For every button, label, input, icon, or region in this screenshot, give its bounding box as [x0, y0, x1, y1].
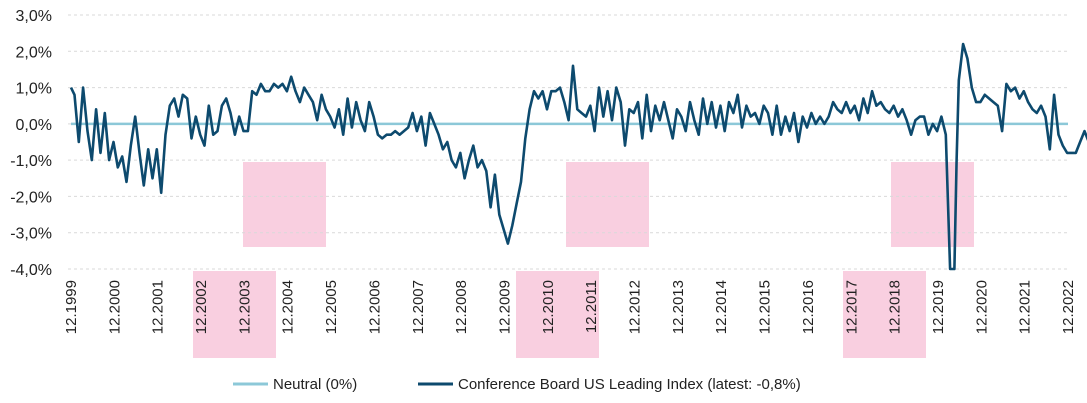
x-tick-label: 12.2009	[496, 280, 513, 334]
x-tick-label: 12.2005	[323, 280, 340, 334]
x-tick-label: 12.2000	[106, 280, 123, 334]
x-tick-label: 12.2020	[973, 280, 990, 334]
x-tick-label: 12.2017	[843, 280, 860, 334]
watermark-pink-box	[566, 162, 649, 247]
x-tick-label: 12.2012	[627, 280, 644, 334]
x-tick-label: 12.2013	[670, 280, 687, 334]
x-tick-label: 12.2010	[540, 280, 557, 334]
x-tick-label: 12.2019	[930, 280, 947, 334]
x-tick-label: 12.2008	[453, 280, 470, 334]
watermark-pink-box	[193, 271, 276, 358]
y-tick-label: 0,0%	[16, 117, 52, 134]
x-tick-label: 12.2011	[583, 280, 600, 333]
series-lines	[69, 42, 1087, 271]
y-tick-label: -4,0%	[10, 262, 52, 279]
y-tick-label: -3,0%	[10, 226, 52, 243]
x-tick-label: 12.2014	[713, 280, 730, 334]
x-tick-label: 12.1999	[63, 280, 80, 334]
y-tick-label: 1,0%	[16, 81, 52, 98]
x-tick-label: 12.2015	[757, 280, 774, 334]
x-tick-label: 12.2021	[1017, 280, 1034, 334]
y-tick-label: -1,0%	[10, 153, 52, 170]
x-axis-ticks: 12.1999 12.2000 12.2001 12.2002 12.2003 12.20…	[63, 280, 1077, 334]
y-tick-label: 3,0%	[16, 8, 52, 25]
series-line-leading-index	[69, 42, 1087, 271]
y-tick-label: -2,0%	[10, 189, 52, 206]
watermark-pink-box	[516, 271, 599, 358]
y-axis-ticks: 3,0% 2,0% 1,0% 0,0% -1,0% -2,0% -3,0% -4,0%	[10, 8, 52, 279]
x-tick-label: 12.2006	[366, 280, 383, 334]
watermark-layer	[193, 162, 974, 358]
y-tick-label: 2,0%	[16, 44, 52, 61]
x-tick-label: 12.2018	[887, 280, 904, 334]
x-tick-label: 12.2007	[410, 280, 427, 334]
x-tick-label: 12.2003	[236, 280, 253, 334]
watermark-pink-box	[243, 162, 326, 247]
legend-label-neutral: Neutral (0%)	[273, 376, 357, 393]
x-tick-label: 12.2002	[193, 280, 210, 334]
watermark-pink-box	[891, 162, 974, 247]
x-tick-label: 12.2004	[280, 280, 297, 334]
x-tick-label: 12.2001	[150, 280, 167, 334]
x-tick-label: 12.2022	[1060, 280, 1077, 334]
legend-label-leading-index: Conference Board US Leading Index (lates…	[458, 376, 801, 393]
legend: Neutral (0%) Conference Board US Leading…	[233, 376, 801, 393]
watermark-pink-box	[843, 271, 926, 358]
x-tick-label: 12.2016	[800, 280, 817, 334]
